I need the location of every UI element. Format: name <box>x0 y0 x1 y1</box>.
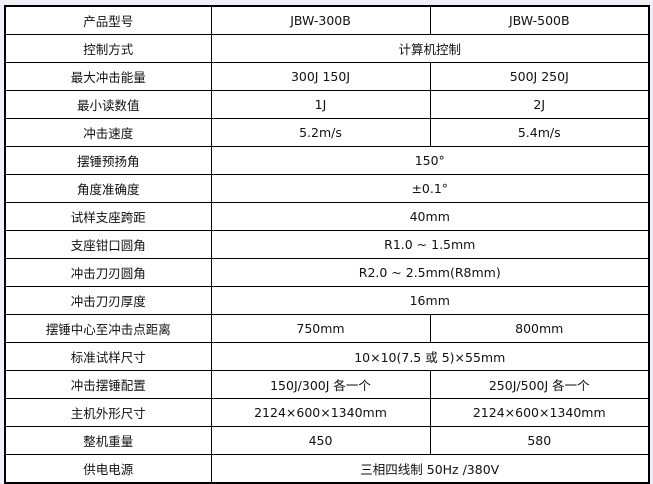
table-row: 冲击速度 5.2m/s 5.4m/s <box>4 118 650 147</box>
row-value: 10×10(7.5 或 5)×55mm <box>210 342 650 371</box>
row-value: R2.0 ~ 2.5mm(R8mm) <box>210 258 650 287</box>
row-value: R1.0 ~ 1.5mm <box>210 230 650 259</box>
row-label: 摆锤预扬角 <box>4 146 212 175</box>
row-value: 5.4m/s <box>429 118 650 147</box>
table-row: 冲击刀刃厚度 16mm <box>4 286 650 315</box>
row-value: ±0.1° <box>210 174 650 203</box>
table-row: 角度准确度 ±0.1° <box>4 174 650 203</box>
spec-table: 产品型号 JBW-300B JBW-500B 控制方式 计算机控制 最大冲击能量 300J … <box>4 5 650 484</box>
row-value: 500J 250J <box>429 62 650 91</box>
table-row: 最小读数值 1J 2J <box>4 90 650 119</box>
row-value: 450 <box>210 426 431 455</box>
table-row: 供电电源 三相四线制 50Hz /380V <box>4 454 650 484</box>
row-label: 主机外形尺寸 <box>4 398 212 427</box>
table-row: 标准试样尺寸 10×10(7.5 或 5)×55mm <box>4 342 650 371</box>
row-value: 三相四线制 50Hz /380V <box>210 454 650 484</box>
row-value: 2124×600×1340mm <box>429 398 650 427</box>
row-value: 40mm <box>210 202 650 231</box>
row-label: 标准试样尺寸 <box>4 342 212 371</box>
row-label: 产品型号 <box>4 5 212 35</box>
row-value: JBW-300B <box>210 5 431 35</box>
table-row: 控制方式 计算机控制 <box>4 34 650 63</box>
row-label: 摆锤中心至冲击点距离 <box>4 314 212 343</box>
row-label: 整机重量 <box>4 426 212 455</box>
row-value: 150J/300J 各一个 <box>210 370 431 399</box>
row-value: 16mm <box>210 286 650 315</box>
table-row: 最大冲击能量 300J 150J 500J 250J <box>4 62 650 91</box>
table-row: 主机外形尺寸 2124×600×1340mm 2124×600×1340mm <box>4 398 650 427</box>
row-value: 1J <box>210 90 431 119</box>
table-row: 试样支座跨距 40mm <box>4 202 650 231</box>
table-row: 产品型号 JBW-300B JBW-500B <box>4 5 650 35</box>
row-label: 供电电源 <box>4 454 212 484</box>
table-row: 整机重量 450 580 <box>4 426 650 455</box>
table-row: 摆锤中心至冲击点距离 750mm 800mm <box>4 314 650 343</box>
table-row: 冲击摆锤配置 150J/300J 各一个 250J/500J 各一个 <box>4 370 650 399</box>
row-label: 冲击摆锤配置 <box>4 370 212 399</box>
row-label: 角度准确度 <box>4 174 212 203</box>
row-label: 最大冲击能量 <box>4 62 212 91</box>
row-value: 300J 150J <box>210 62 431 91</box>
row-value: 2J <box>429 90 650 119</box>
row-value: 计算机控制 <box>210 34 650 63</box>
row-value: 2124×600×1340mm <box>210 398 431 427</box>
row-label: 试样支座跨距 <box>4 202 212 231</box>
row-value: 250J/500J 各一个 <box>429 370 650 399</box>
row-value: JBW-500B <box>429 5 650 35</box>
row-label: 支座钳口圆角 <box>4 230 212 259</box>
row-value: 580 <box>429 426 650 455</box>
row-label: 冲击刀刃圆角 <box>4 258 212 287</box>
row-label: 最小读数值 <box>4 90 212 119</box>
row-value: 750mm <box>210 314 431 343</box>
table-row: 摆锤预扬角 150° <box>4 146 650 175</box>
row-label: 冲击刀刃厚度 <box>4 286 212 315</box>
table-row: 支座钳口圆角 R1.0 ~ 1.5mm <box>4 230 650 259</box>
row-label: 冲击速度 <box>4 118 212 147</box>
row-value: 800mm <box>429 314 650 343</box>
row-value: 5.2m/s <box>210 118 431 147</box>
row-value: 150° <box>210 146 650 175</box>
row-label: 控制方式 <box>4 34 212 63</box>
table-row: 冲击刀刃圆角 R2.0 ~ 2.5mm(R8mm) <box>4 258 650 287</box>
